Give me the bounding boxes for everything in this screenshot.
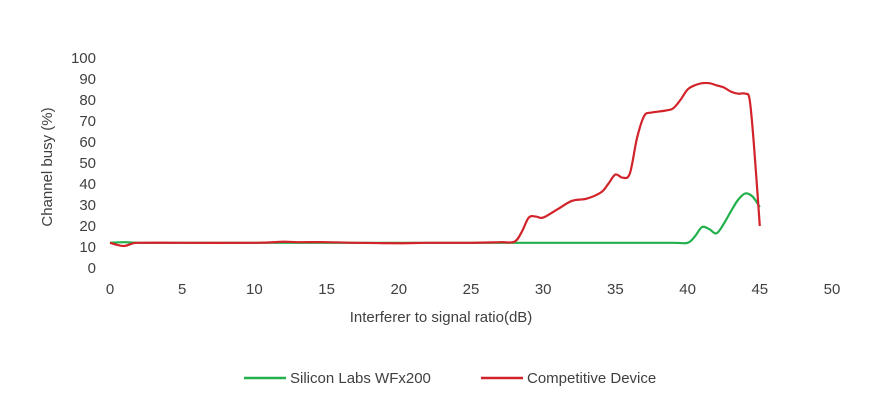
y-tick-label: 10 <box>79 239 96 256</box>
series-line-competitive-device <box>109 81 761 248</box>
series-line-silicon-labs <box>109 192 761 245</box>
x-tick-label: 20 <box>390 281 407 298</box>
chart-legend: Silicon Labs WFx200 Competitive Device <box>244 370 656 387</box>
x-tick-label: 15 <box>318 281 335 298</box>
y-tick-label: 60 <box>79 134 96 151</box>
series-lines <box>109 81 761 248</box>
x-tick-label: 50 <box>824 281 841 298</box>
x-axis-title: Interferer to signal ratio(dB) <box>350 309 533 326</box>
x-tick-label: 25 <box>463 281 480 298</box>
x-tick-label: 5 <box>178 281 186 298</box>
legend-label-silicon-labs: Silicon Labs WFx200 <box>290 370 431 387</box>
y-axis-title: Channel busy (%) <box>39 107 56 226</box>
legend-item-silicon-labs: Silicon Labs WFx200 <box>244 370 431 387</box>
y-tick-label: 90 <box>79 71 96 88</box>
x-tick-label: 45 <box>751 281 768 298</box>
x-tick-label: 0 <box>106 281 114 298</box>
x-axis-ticks: 0 5 10 15 20 25 30 35 40 45 50 <box>106 281 841 298</box>
y-tick-label: 80 <box>79 92 96 109</box>
y-tick-label: 30 <box>79 197 96 214</box>
x-tick-label: 40 <box>679 281 696 298</box>
x-tick-label: 10 <box>246 281 263 298</box>
y-axis-ticks: 0 10 20 30 40 50 60 70 80 90 100 <box>71 50 96 277</box>
y-tick-label: 20 <box>79 218 96 235</box>
legend-item-competitive-device: Competitive Device <box>481 370 656 387</box>
y-tick-label: 70 <box>79 113 96 130</box>
legend-label-competitive-device: Competitive Device <box>527 370 656 387</box>
x-tick-label: 35 <box>607 281 624 298</box>
y-tick-label: 50 <box>79 155 96 172</box>
x-tick-label: 30 <box>535 281 552 298</box>
y-tick-label: 0 <box>88 260 96 277</box>
y-tick-label: 40 <box>79 176 96 193</box>
y-tick-label: 100 <box>71 50 96 67</box>
